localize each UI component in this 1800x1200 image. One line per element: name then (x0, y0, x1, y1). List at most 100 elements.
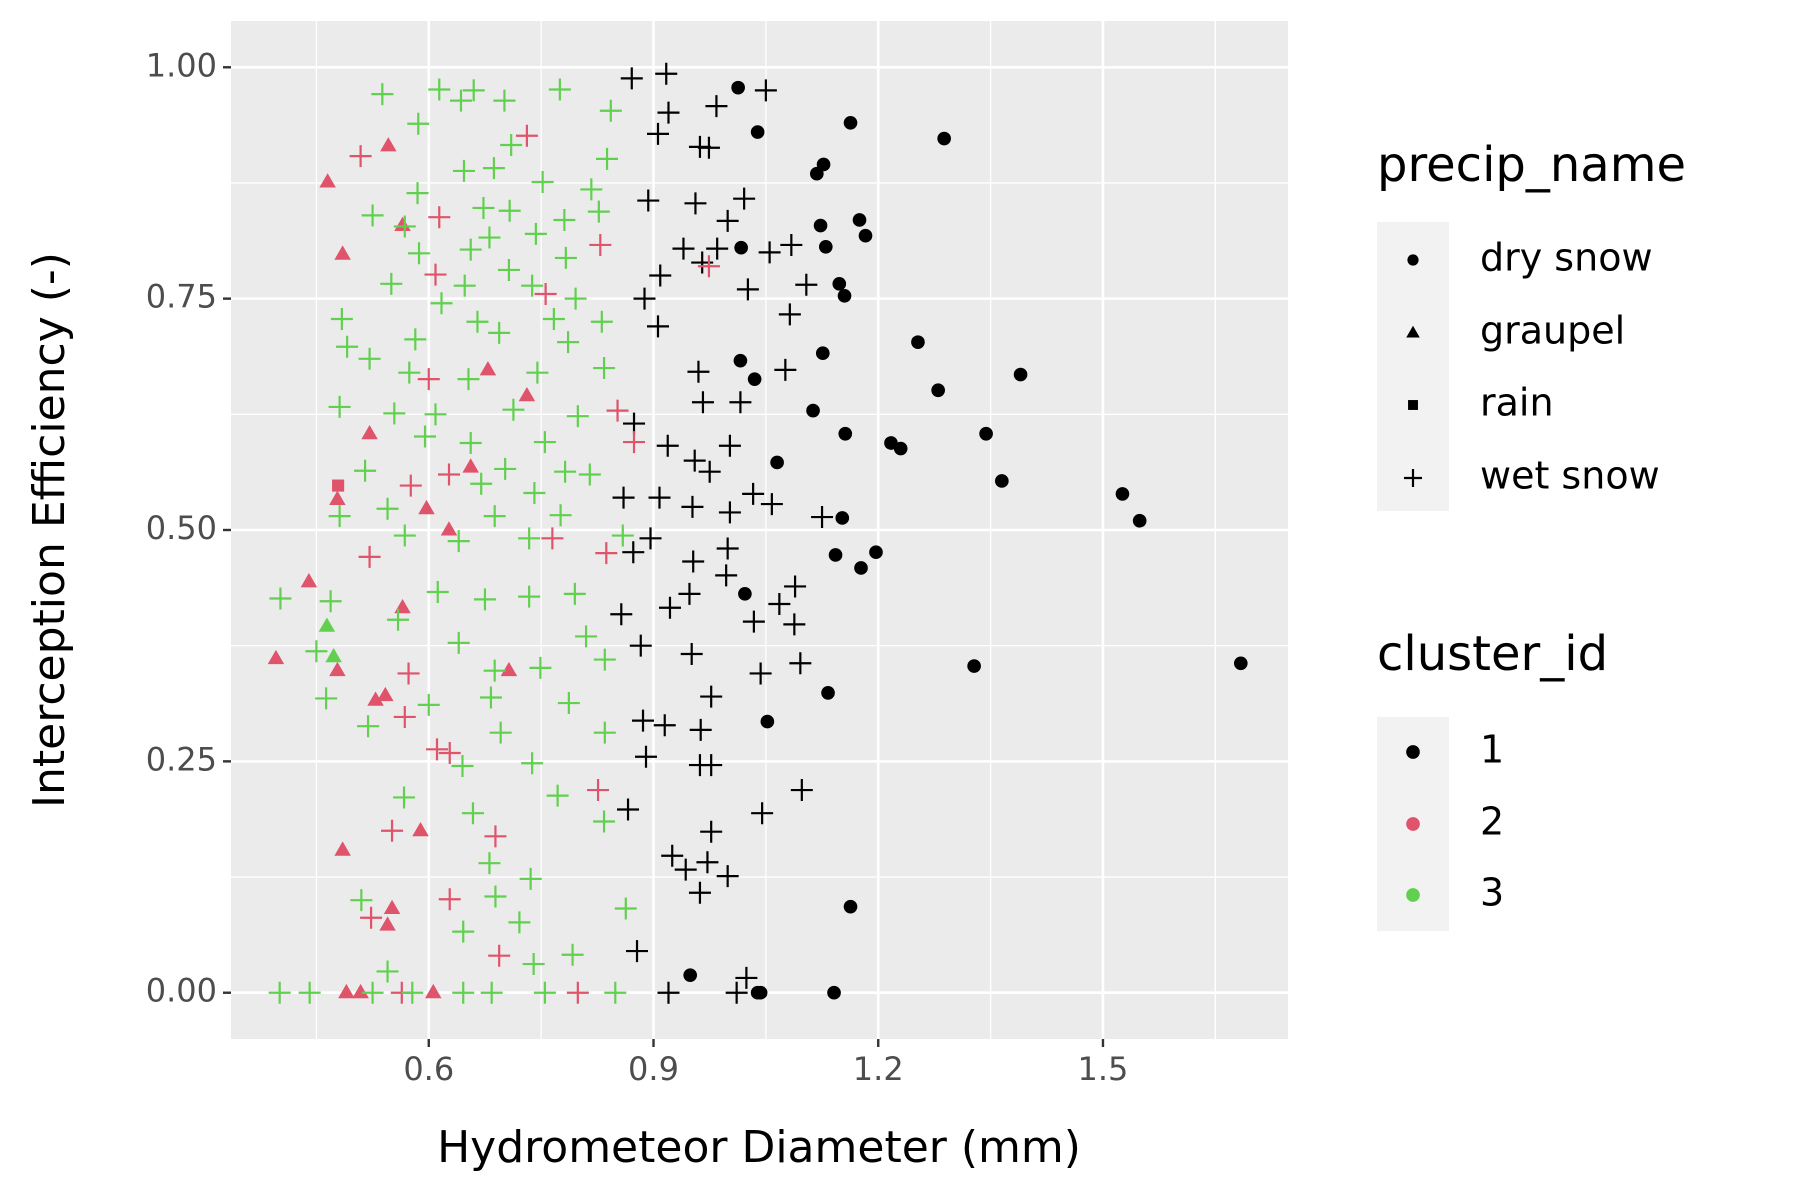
point (821, 686, 835, 700)
point (697, 136, 720, 159)
point (518, 527, 541, 550)
point (1013, 367, 1028, 382)
point (674, 858, 697, 881)
point (818, 239, 833, 254)
point (718, 434, 741, 457)
point (447, 631, 470, 654)
point (733, 187, 756, 210)
point (438, 742, 461, 765)
point (813, 218, 828, 233)
point (738, 587, 752, 601)
point (774, 358, 797, 381)
point (595, 542, 618, 565)
point (1132, 513, 1147, 528)
point (461, 802, 484, 825)
point (684, 192, 707, 215)
legend-key (1407, 254, 1419, 266)
point (617, 798, 640, 821)
point (687, 360, 710, 383)
point (700, 754, 723, 777)
point (646, 122, 669, 145)
point (623, 412, 646, 435)
point (557, 331, 580, 354)
point (428, 206, 451, 229)
point (653, 714, 676, 737)
y-tick-label: 0.75 (146, 278, 217, 316)
point (399, 474, 422, 497)
point (911, 335, 925, 349)
point (689, 718, 712, 741)
x-tick-label: 1.5 (1078, 1050, 1129, 1088)
point (893, 441, 908, 456)
legend-label: 2 (1480, 800, 1504, 844)
point (646, 315, 669, 338)
point (751, 802, 774, 825)
point (268, 981, 291, 1004)
point (599, 99, 622, 122)
point (729, 391, 752, 414)
point (736, 278, 759, 301)
legend-title: precip_name (1377, 137, 1686, 193)
point (360, 906, 383, 929)
point (604, 981, 627, 1004)
point (557, 692, 580, 715)
point (705, 95, 728, 118)
legend-key (1406, 888, 1420, 902)
point (393, 786, 416, 809)
point (852, 213, 867, 227)
point (459, 432, 482, 455)
point (398, 361, 421, 384)
point (453, 274, 476, 297)
point (563, 582, 586, 605)
point (979, 426, 993, 441)
legend-key (1406, 325, 1420, 338)
point (502, 398, 525, 421)
point (828, 548, 843, 562)
point (716, 865, 739, 888)
point (361, 424, 378, 440)
point (858, 228, 873, 243)
point (488, 321, 511, 344)
point (493, 89, 516, 112)
point (706, 237, 729, 260)
point (995, 474, 1009, 488)
point (447, 530, 470, 553)
point (753, 985, 768, 1000)
point (440, 521, 458, 536)
point (483, 505, 506, 528)
point (580, 178, 603, 201)
x-tick-label: 0.6 (403, 1050, 454, 1088)
point (393, 215, 416, 238)
point (561, 943, 584, 966)
point (484, 825, 507, 848)
point (518, 387, 536, 402)
point (661, 844, 684, 867)
point (611, 524, 634, 547)
point (319, 590, 342, 613)
point (593, 357, 616, 380)
point (593, 721, 616, 744)
point (425, 983, 442, 999)
legend-label: wet snow (1480, 454, 1660, 498)
point (350, 889, 373, 912)
point (657, 981, 680, 1004)
point (426, 738, 449, 761)
x-tick-label: 0.9 (628, 1050, 679, 1088)
point (637, 189, 660, 212)
y-tick-label: 0.00 (146, 972, 217, 1010)
point (815, 346, 830, 361)
point (688, 881, 711, 904)
point (329, 490, 346, 505)
point (430, 292, 453, 315)
point (383, 402, 406, 425)
point (680, 643, 703, 666)
point (380, 272, 403, 295)
point (816, 157, 831, 172)
point (352, 983, 369, 999)
legend-key (1406, 817, 1420, 831)
point (483, 659, 506, 682)
point (827, 985, 841, 1000)
point (452, 920, 475, 943)
point (451, 754, 474, 777)
